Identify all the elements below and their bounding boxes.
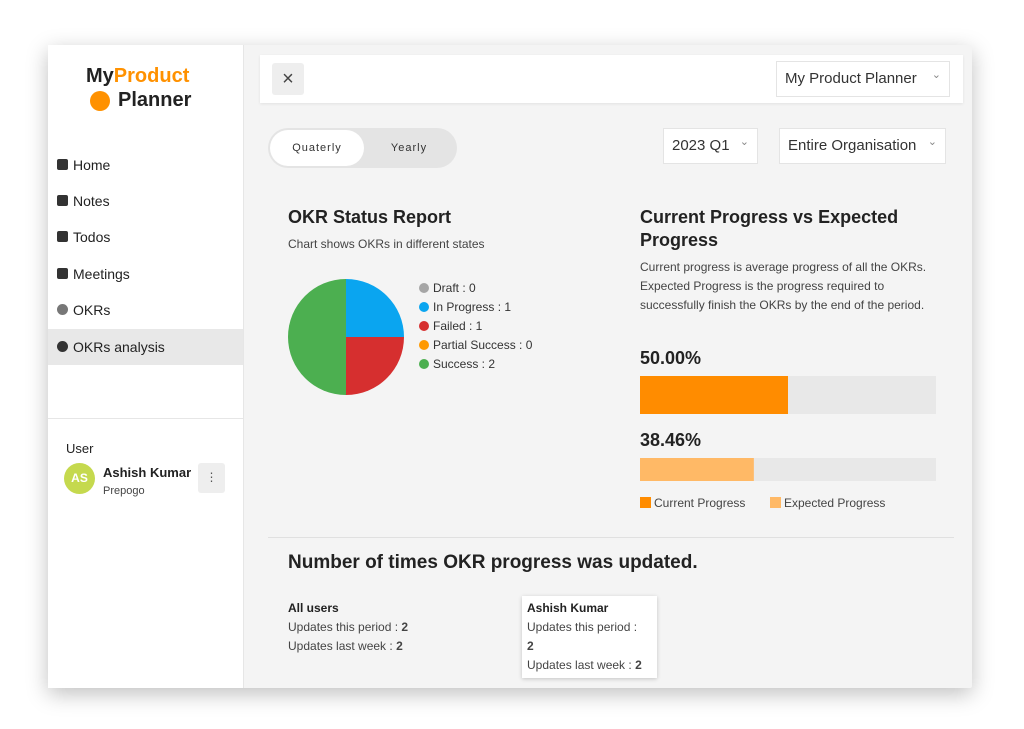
tab[interactable]: Yearly xyxy=(364,130,454,166)
row-value: 2 xyxy=(527,639,534,653)
chart-title: OKR Status Report xyxy=(288,207,452,227)
legend-swatch xyxy=(770,497,781,508)
nav-label: Home xyxy=(73,157,111,173)
sidebar xyxy=(48,45,244,688)
row-value: 2 xyxy=(635,658,642,672)
group-name: Ashish Kumar xyxy=(527,601,609,615)
user-org: Prepogo xyxy=(103,485,145,497)
row-label: Updates last week : xyxy=(288,639,393,653)
update-row: Updates last week : 2 xyxy=(288,637,408,656)
divider xyxy=(268,537,954,538)
update-row: Updates last week : 2 xyxy=(527,656,652,675)
nav-label: OKRs xyxy=(73,302,111,318)
update-row: Updates this period : 2 xyxy=(527,618,652,656)
logo: MyProduct xyxy=(86,65,189,88)
scope-dropdown[interactable]: Entire Organisation xyxy=(779,125,946,164)
legend-dot xyxy=(419,340,429,350)
pie-slice xyxy=(346,337,404,395)
bar xyxy=(640,376,788,414)
logo-check xyxy=(90,91,110,111)
nav-label: Todos xyxy=(73,229,111,245)
legend-swatch xyxy=(640,497,651,508)
tab-label: Quaterly xyxy=(292,142,342,154)
pie-slice xyxy=(346,279,404,337)
nav-label: Meetings xyxy=(73,266,130,282)
nav-item[interactable]: Meetings xyxy=(48,256,243,292)
legend-dot xyxy=(419,283,429,293)
nav-label: OKRs analysis xyxy=(73,339,165,355)
legend-label: Draft : 0 xyxy=(433,281,476,295)
nav-item[interactable]: Home xyxy=(48,147,243,183)
updates-group: Ashish Kumar Updates this period : 2 Upda… xyxy=(522,596,657,678)
dropdown-text: My Product Planner xyxy=(785,70,917,87)
legend-label: Current Progress xyxy=(654,496,745,510)
logo-text: My xyxy=(86,65,114,87)
legend-label: Success : 2 xyxy=(433,357,495,371)
legend-label: Partial Success : 0 xyxy=(433,338,533,352)
row-value: 2 xyxy=(396,639,403,653)
avatar: AS xyxy=(64,463,95,494)
user-menu-button[interactable]: ⋮ xyxy=(198,463,225,493)
chart-subtitle: Current progress is average progress of … xyxy=(640,260,927,312)
updates-group: All users Updates this period : 2 Update… xyxy=(288,599,408,656)
nav-item[interactable]: OKRs analysis xyxy=(48,329,243,365)
tab-label: Yearly xyxy=(390,142,428,154)
planner-dropdown[interactable]: My Product Planner xyxy=(776,58,950,97)
group-name: All users xyxy=(288,601,339,615)
period-dropdown[interactable]: 2023 Q1 xyxy=(663,125,758,164)
nav-item[interactable]: Notes xyxy=(48,183,243,219)
close-button[interactable]: × xyxy=(272,63,304,95)
value-label: 38.46% xyxy=(640,430,701,450)
legend-dot xyxy=(419,302,429,312)
value-label: 50.00% xyxy=(640,348,701,368)
nav-label: Notes xyxy=(73,193,110,209)
row-label: Updates last week : xyxy=(527,658,632,672)
legend-label: Expected Progress xyxy=(784,496,885,510)
user-name: Ashish Kumar xyxy=(103,465,192,480)
row-value: 2 xyxy=(401,620,409,634)
pie-slice xyxy=(288,279,346,395)
nav-item[interactable]: Todos xyxy=(48,219,243,255)
nav-item[interactable]: OKRs xyxy=(48,292,243,328)
dropdown-text: 2023 Q1 xyxy=(672,137,730,154)
logo-text: Planner xyxy=(118,89,192,111)
tab[interactable]: Quaterly xyxy=(270,130,364,166)
logo-text: Product xyxy=(113,65,190,87)
chart-title: Current Progress vs Expected Progress xyxy=(640,207,899,250)
legend-label: Failed : 1 xyxy=(433,319,483,333)
legend-dot xyxy=(419,359,429,369)
legend-dot xyxy=(419,321,429,331)
bar xyxy=(640,458,754,481)
chart-subtitle: Chart shows OKRs in different states xyxy=(288,237,485,251)
row-label: Updates this period : xyxy=(527,620,638,634)
divider xyxy=(48,418,243,419)
legend-label: In Progress : 1 xyxy=(433,300,511,314)
dropdown-text: Entire Organisation xyxy=(788,137,917,154)
section-title: Number of times OKR progress was updated… xyxy=(288,552,698,573)
update-row: Updates this period : 2 xyxy=(288,618,408,637)
row-label: Updates this period : xyxy=(288,620,399,634)
user-heading: User xyxy=(66,441,94,456)
